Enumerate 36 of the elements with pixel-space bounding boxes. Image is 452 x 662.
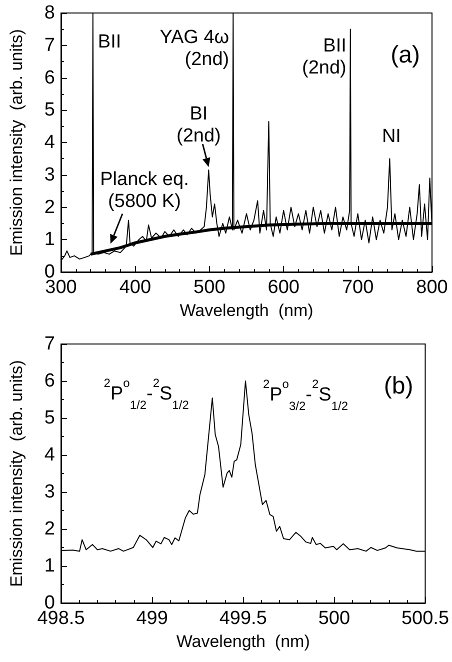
- x-tick-label: 500: [318, 608, 350, 629]
- annotation: (a): [390, 42, 420, 68]
- y-tick-label: 8: [44, 2, 55, 24]
- y-tick-label: 5: [44, 100, 55, 121]
- y-tick-label: 2: [44, 518, 55, 540]
- y-tick-label: 3: [44, 164, 55, 186]
- y-tick-label: 6: [44, 370, 55, 392]
- y-axis-title: Emission intensity (arb. units): [7, 29, 26, 256]
- y-tick-label: 3: [44, 482, 55, 502]
- x-axis-title: Wavelength (nm): [176, 632, 310, 651]
- annotation: Planck eq. (5800 K): [100, 169, 189, 212]
- x-tick-label: 500: [194, 277, 226, 298]
- annotation: NI: [382, 126, 401, 148]
- x-tick-label: 500.5: [401, 608, 449, 629]
- x-tick-label: 499.5: [219, 608, 267, 629]
- y-tick-label: 1: [44, 556, 55, 576]
- y-tick-label: 6: [44, 67, 55, 88]
- x-tick-label: 400: [119, 277, 152, 298]
- annotation: (b): [384, 372, 414, 400]
- y-tick-label: 1: [44, 229, 55, 250]
- y-tick-label: 5: [44, 408, 55, 428]
- annotation: YAG 4ω (2nd): [160, 27, 230, 70]
- y-tick-label: 4: [44, 132, 56, 153]
- x-tick-label: 700: [342, 277, 374, 298]
- annotation: BI (2nd): [176, 104, 221, 147]
- y-tick-label: 2: [44, 196, 55, 218]
- annotation: BII (2nd): [302, 36, 346, 79]
- y-tick-label: 7: [44, 334, 55, 354]
- y-tick-label: 4: [44, 444, 56, 466]
- annotation: BII: [98, 32, 122, 53]
- x-axis-title: Wavelength (nm): [180, 301, 314, 320]
- y-axis-title: Emission intensity (arb. units): [7, 360, 26, 587]
- x-tick-label: 600: [268, 277, 300, 298]
- x-tick-label: 499: [136, 608, 168, 629]
- x-tick-label: 800: [416, 277, 448, 298]
- y-tick-label: 7: [44, 34, 55, 56]
